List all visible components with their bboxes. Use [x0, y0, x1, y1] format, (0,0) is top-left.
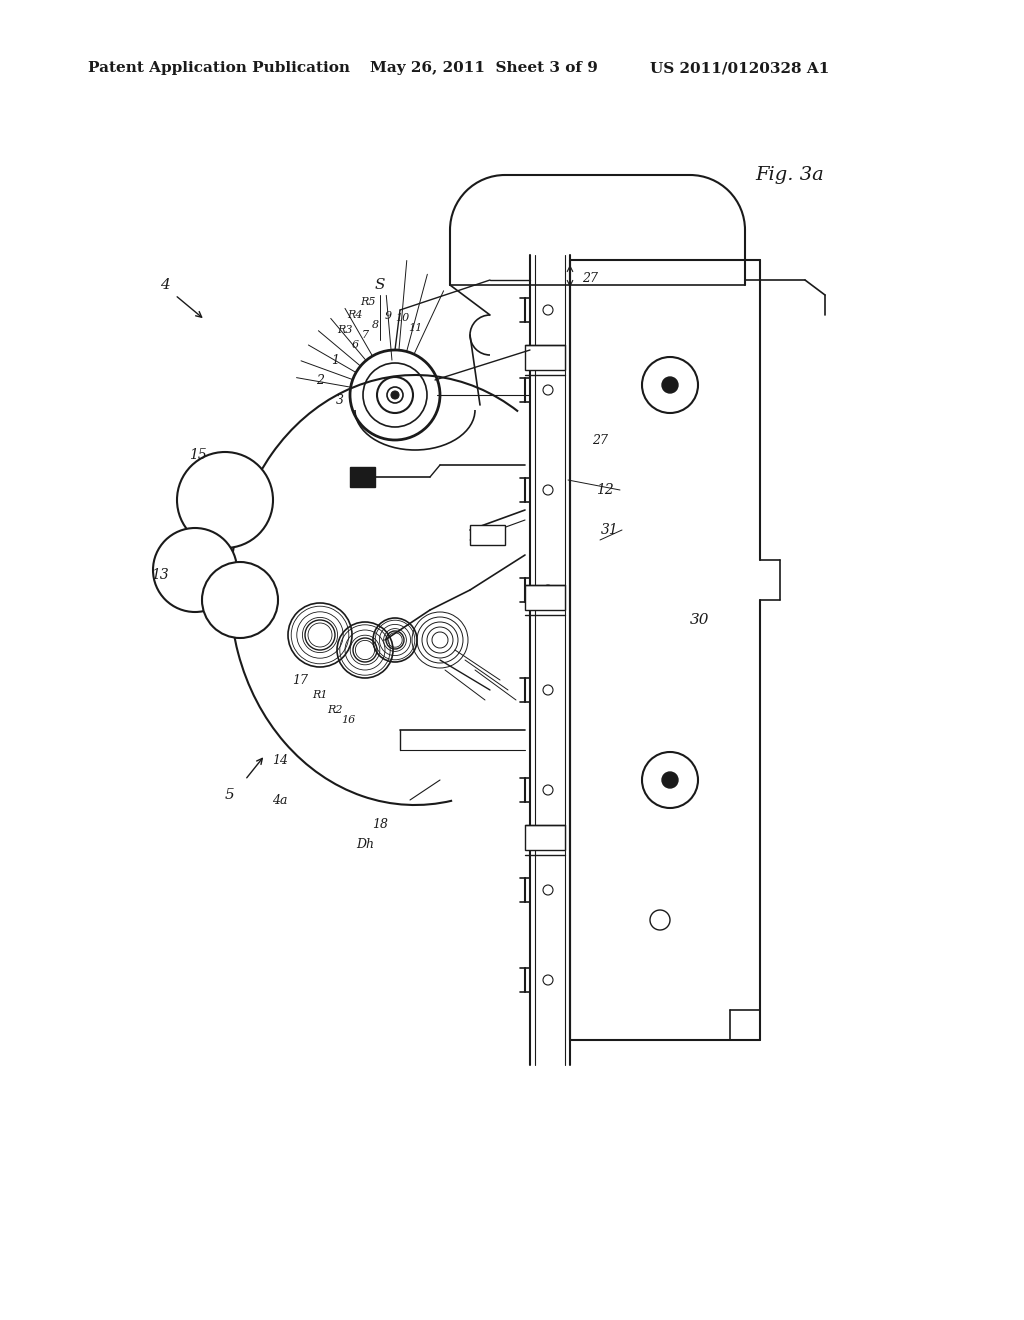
Text: 15: 15 — [189, 447, 207, 462]
Bar — [350, 467, 375, 487]
Text: US 2011/0120328 A1: US 2011/0120328 A1 — [650, 61, 829, 75]
Text: 7: 7 — [361, 330, 369, 341]
Text: 4: 4 — [160, 279, 170, 292]
Text: 17: 17 — [292, 673, 308, 686]
Text: 3: 3 — [336, 393, 344, 407]
Text: 12: 12 — [596, 483, 613, 498]
Text: R4: R4 — [347, 310, 362, 319]
Circle shape — [153, 528, 237, 612]
Text: 4a: 4a — [272, 793, 288, 807]
Text: 14: 14 — [272, 754, 288, 767]
Text: 2: 2 — [316, 374, 324, 387]
Text: Fig. 3a: Fig. 3a — [755, 166, 823, 183]
Text: 5: 5 — [225, 788, 234, 803]
Text: R3: R3 — [337, 325, 352, 335]
Text: 11: 11 — [408, 323, 422, 333]
Text: Dh: Dh — [356, 838, 374, 851]
Text: 6: 6 — [351, 341, 358, 350]
Circle shape — [662, 772, 678, 788]
Circle shape — [662, 378, 678, 393]
Text: 27: 27 — [582, 272, 598, 285]
Circle shape — [202, 562, 278, 638]
Circle shape — [391, 391, 399, 399]
Bar — [470, 525, 505, 545]
Text: 16: 16 — [341, 715, 355, 725]
Circle shape — [387, 387, 403, 403]
Text: Patent Application Publication: Patent Application Publication — [88, 61, 350, 75]
Text: 9: 9 — [384, 312, 391, 321]
Circle shape — [177, 451, 273, 548]
Bar — [525, 345, 565, 370]
Text: R2: R2 — [328, 705, 343, 715]
Circle shape — [642, 356, 698, 413]
Text: R1: R1 — [312, 690, 328, 700]
Bar — [525, 585, 565, 610]
Circle shape — [642, 752, 698, 808]
Text: 8: 8 — [372, 319, 379, 330]
Text: 13: 13 — [152, 568, 169, 582]
Text: 27: 27 — [592, 433, 608, 446]
Bar — [525, 825, 565, 850]
Text: 31: 31 — [601, 523, 618, 537]
Text: May 26, 2011  Sheet 3 of 9: May 26, 2011 Sheet 3 of 9 — [370, 61, 598, 75]
Text: 30: 30 — [690, 612, 710, 627]
Text: 10: 10 — [395, 313, 410, 323]
Text: S: S — [375, 279, 385, 292]
Text: R5: R5 — [360, 297, 376, 308]
Text: 18: 18 — [372, 818, 388, 832]
Text: 1: 1 — [331, 354, 339, 367]
